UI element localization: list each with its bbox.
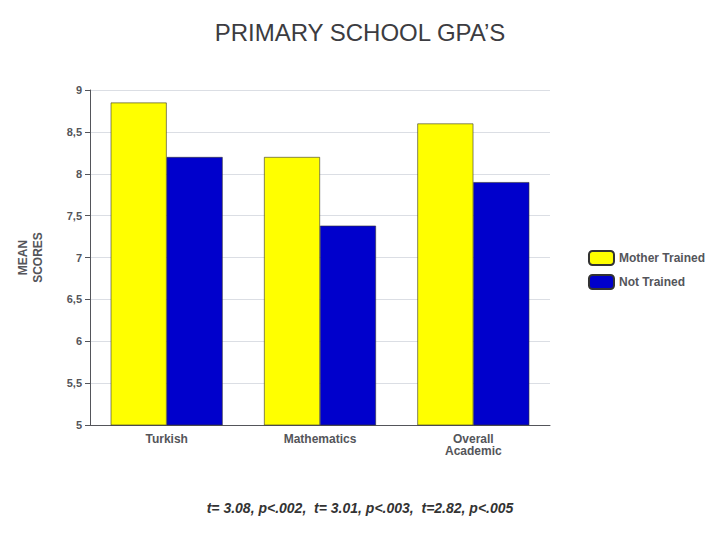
- svg-text:6,5: 6,5: [67, 293, 82, 305]
- svg-text:9: 9: [76, 84, 82, 96]
- svg-text:Turkish: Turkish: [145, 432, 187, 446]
- svg-text:MEAN: MEAN: [16, 240, 30, 275]
- svg-text:Overall: Overall: [453, 432, 494, 446]
- svg-text:7: 7: [76, 252, 82, 264]
- svg-text:5: 5: [76, 419, 82, 431]
- svg-text:8,5: 8,5: [67, 126, 82, 138]
- svg-text:5,5: 5,5: [67, 377, 82, 389]
- svg-text:Mathematics: Mathematics: [284, 432, 357, 446]
- svg-text:6: 6: [76, 335, 82, 347]
- svg-text:Mother Trained: Mother Trained: [619, 251, 705, 265]
- svg-text:7,5: 7,5: [67, 210, 82, 222]
- svg-text:Not Trained: Not Trained: [619, 275, 685, 289]
- svg-text:Academic: Academic: [445, 444, 502, 458]
- svg-text:t= 3.08, p<.002, t= 3.01, p<.: t= 3.08, p<.002, t= 3.01, p<.003, t=2.82…: [207, 500, 514, 516]
- svg-text:8: 8: [76, 168, 82, 180]
- svg-text:SCORES: SCORES: [31, 232, 45, 283]
- svg-text:PRIMARY SCHOOL GPA’S: PRIMARY SCHOOL GPA’S: [215, 19, 506, 46]
